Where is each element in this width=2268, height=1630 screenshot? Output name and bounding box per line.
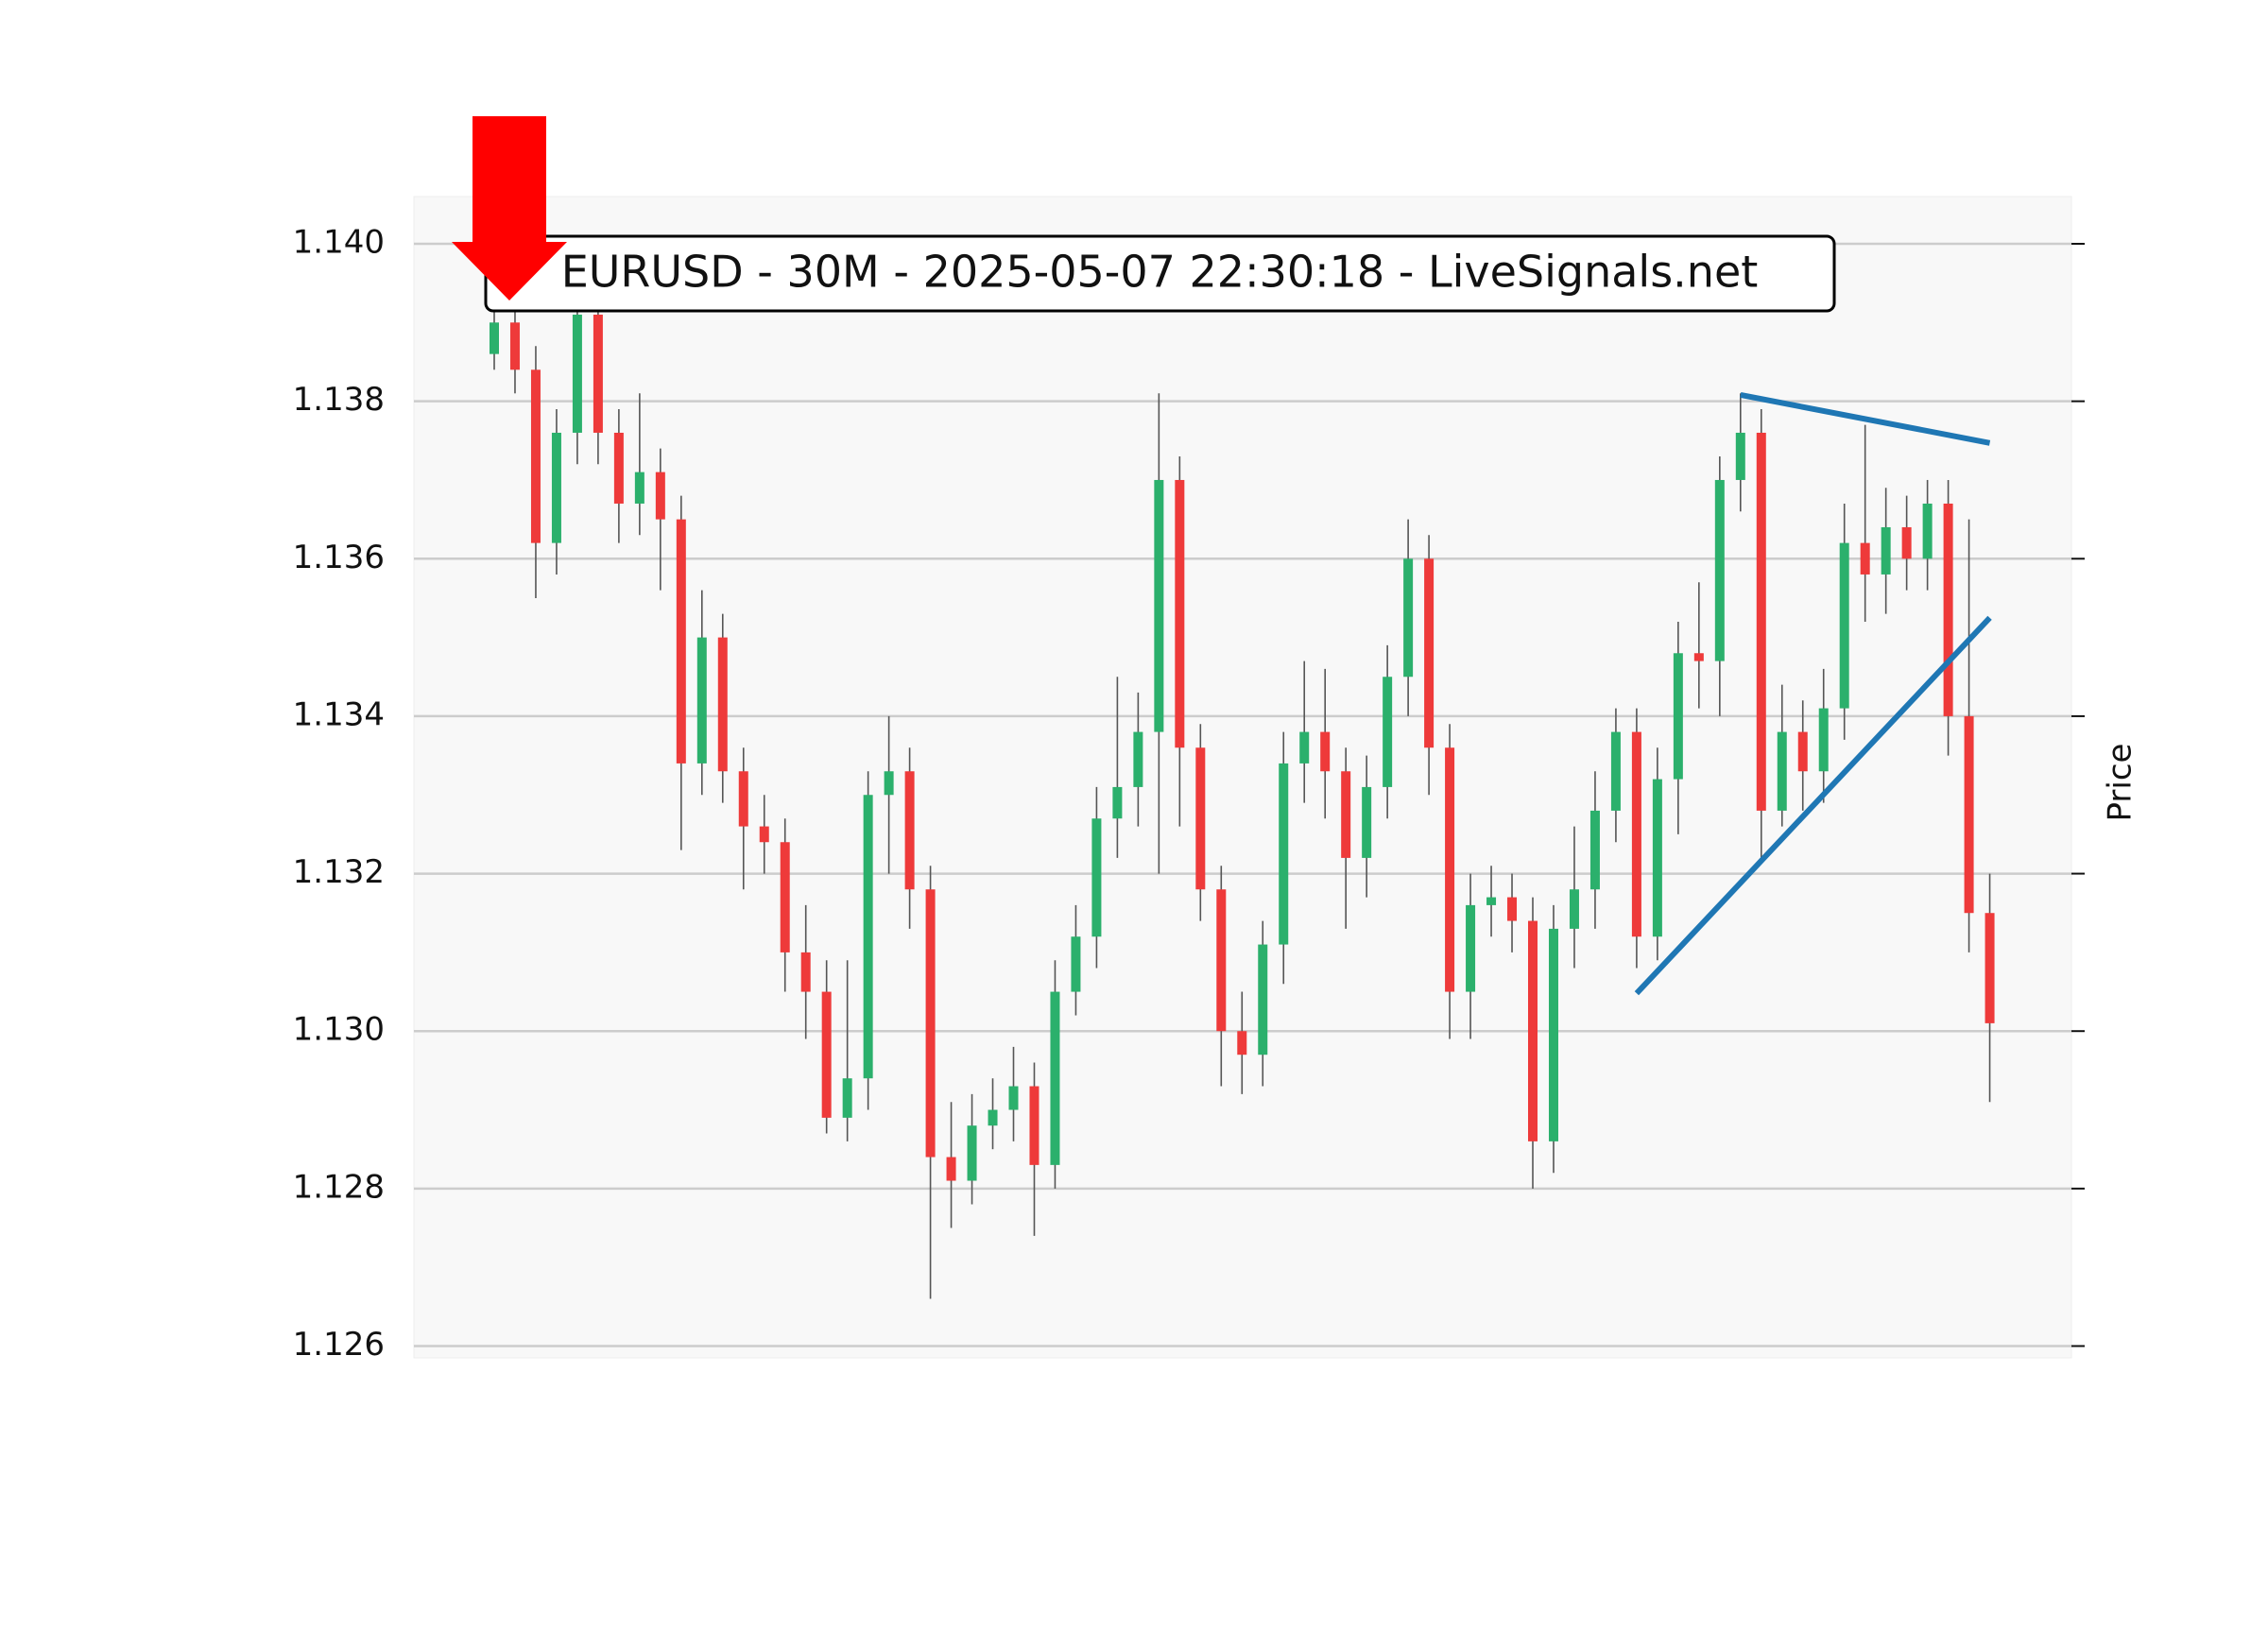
candle-body — [1693, 653, 1704, 661]
candle-body — [1673, 653, 1683, 780]
candle-body — [1445, 747, 1455, 992]
candle-body — [1279, 763, 1289, 945]
candle-body — [1839, 542, 1849, 709]
candle-body — [946, 1157, 956, 1181]
y-tick-label: 1.128 — [293, 1168, 385, 1206]
trend-lines — [1634, 392, 1992, 996]
candle-body — [759, 826, 769, 843]
candle-body — [1652, 779, 1662, 937]
candle-body — [1797, 731, 1808, 772]
candle-body — [1466, 904, 1476, 992]
candle-body — [1362, 786, 1372, 858]
y-axis-label: Price — [2102, 744, 2139, 822]
candle-body — [1818, 708, 1829, 772]
candle-body — [613, 432, 624, 504]
candle-body — [490, 322, 499, 354]
candle-body — [1901, 526, 1912, 559]
candle-body — [1112, 786, 1123, 819]
candle-body — [696, 637, 707, 764]
y-tick-label: 1.132 — [293, 853, 385, 891]
y-axis: 1.126 1.128 1.130 1.132 1.134 1.136 1.138 1.140 — [293, 223, 2085, 1364]
candle-body — [1299, 731, 1310, 764]
candle-body — [676, 519, 686, 764]
y-tick-label: 1.136 — [293, 539, 385, 576]
candle-body — [1383, 677, 1393, 787]
candle-body — [1341, 771, 1351, 858]
y-tick-label: 1.140 — [293, 223, 385, 261]
candle-body — [1922, 503, 1933, 559]
candles — [490, 283, 1995, 1299]
candle-body — [509, 322, 520, 370]
candle-body — [1589, 810, 1600, 890]
candle-body — [572, 314, 582, 433]
candle-body — [1154, 479, 1164, 732]
candle-body — [1175, 479, 1185, 748]
candle-body — [1403, 558, 1414, 678]
candle-body — [821, 991, 832, 1118]
candle-body — [1071, 936, 1081, 992]
candle-body — [717, 637, 728, 772]
candle-body — [1029, 1086, 1040, 1165]
candle-body — [738, 771, 748, 827]
candle-body — [1756, 432, 1766, 811]
y-tick-label: 1.130 — [293, 1011, 385, 1049]
plot-area — [413, 196, 2072, 1359]
candle-body — [1984, 913, 1995, 1023]
candle-body — [1050, 991, 1060, 1165]
signal-arrow — [452, 116, 567, 300]
candle-body — [1631, 731, 1641, 937]
candle-body — [1091, 818, 1102, 937]
candle-body — [925, 889, 936, 1158]
candle-body — [1507, 897, 1518, 921]
candle-body — [1714, 479, 1725, 661]
arrow-shaft — [472, 116, 546, 243]
candle-body — [780, 842, 790, 952]
candle-body — [1777, 731, 1787, 811]
candle-body — [1964, 715, 1974, 914]
candle-body — [904, 771, 915, 890]
candle-body — [863, 795, 873, 1079]
candle-body — [1610, 731, 1621, 811]
trend-line — [1634, 615, 1992, 996]
candle-body — [655, 472, 665, 520]
candle-body — [1548, 928, 1558, 1141]
candle-body — [530, 369, 541, 543]
candle-body — [1881, 526, 1891, 575]
candle-body — [884, 771, 894, 796]
candle-body — [1133, 731, 1143, 787]
candle-body — [1528, 920, 1538, 1141]
candle-body — [1424, 558, 1435, 748]
candle-body — [1008, 1086, 1019, 1110]
candle-body — [988, 1109, 998, 1126]
candle-body — [1735, 432, 1745, 480]
candle-body — [1216, 889, 1227, 1032]
candle-body — [1195, 747, 1206, 890]
y-tick-label: 1.126 — [293, 1326, 385, 1364]
y-tick-label: 1.138 — [293, 381, 385, 419]
candle-body — [967, 1125, 977, 1181]
arrow-head — [452, 242, 567, 300]
candle-body — [1486, 897, 1497, 905]
candle-body — [551, 432, 561, 543]
chart-title: EURUSD - 30M - 2025-05-07 22:30:18 - Liv… — [561, 247, 1759, 298]
candle-body — [1320, 731, 1331, 772]
candle-body — [1943, 503, 1953, 716]
trend-line — [1740, 392, 1991, 446]
candle-body — [593, 314, 603, 433]
candle-body — [1569, 889, 1579, 929]
candle-body — [1237, 1031, 1247, 1055]
candle-body — [1258, 944, 1268, 1055]
candle-body — [800, 952, 811, 992]
candle-body — [842, 1078, 852, 1118]
candle-body — [1860, 542, 1870, 575]
candle-body — [634, 472, 644, 504]
y-tick-label: 1.134 — [293, 695, 385, 733]
